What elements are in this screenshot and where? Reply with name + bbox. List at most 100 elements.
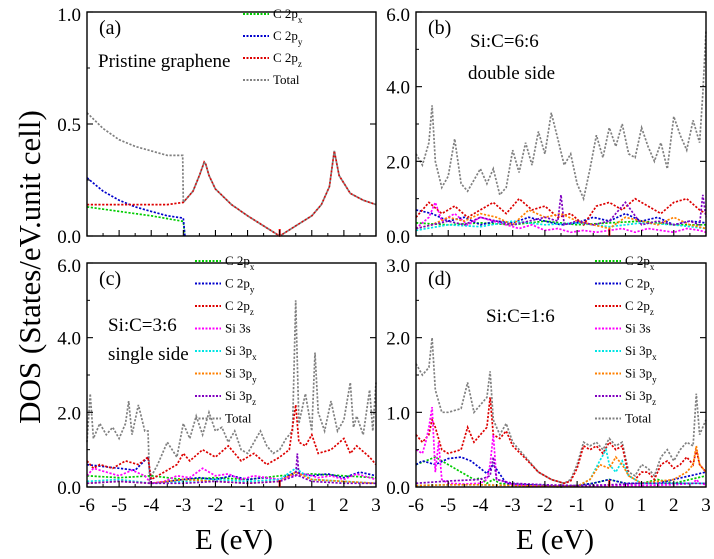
series-si3pz bbox=[415, 194, 707, 230]
y-tick-label: 6.0 bbox=[57, 256, 81, 277]
x-tick-label: -5 bbox=[440, 495, 456, 516]
legend-entry: Total bbox=[273, 72, 300, 87]
y-tick-label: 0.5 bbox=[57, 115, 81, 136]
y-tick-label: 6.0 bbox=[386, 5, 410, 26]
x-tick-label: -1 bbox=[240, 495, 256, 516]
x-tick-label: -6 bbox=[408, 495, 424, 516]
x-axis-label-left: E (eV) bbox=[195, 524, 273, 556]
series-si3s bbox=[415, 406, 707, 488]
series-total bbox=[86, 112, 377, 238]
panel-d: -6 -5 -4 -3 -2 -1 0 1 2 3 0.0 1.0 2.0 3.0 (d) Si:C=1:6 C… bbox=[386, 253, 711, 516]
legend-entry: C 2py bbox=[273, 28, 303, 47]
y-axis-label: DOS (States/eV.unit cell) bbox=[12, 110, 47, 424]
series-c2pz bbox=[87, 150, 377, 238]
legend-entry: C 2pz bbox=[225, 298, 254, 317]
series-c2py bbox=[415, 209, 707, 226]
series-total bbox=[415, 30, 707, 202]
legend-entry: Total bbox=[225, 411, 252, 426]
panel-annotation: Pristine graphene bbox=[98, 51, 230, 72]
plot-frame bbox=[415, 11, 707, 237]
x-axis-label-right: E (eV) bbox=[516, 524, 594, 556]
panel-label: (a) bbox=[99, 17, 121, 39]
x-tick-label: 1 bbox=[637, 495, 647, 516]
x-tick-label: -3 bbox=[505, 495, 521, 516]
series-si3px bbox=[415, 220, 707, 232]
x-tick-label: -2 bbox=[208, 495, 224, 516]
x-tick-label: 3 bbox=[371, 495, 381, 516]
legend-entry: Si 3py bbox=[625, 366, 657, 385]
legend-entry: Si 3px bbox=[225, 343, 257, 362]
legend-entry: Si 3py bbox=[225, 366, 257, 385]
legend-entry: C 2pz bbox=[625, 298, 654, 317]
x-tick-label: -6 bbox=[79, 495, 95, 516]
legend-entry: Si 3pz bbox=[625, 388, 656, 407]
legend: C 2px C 2py C 2pz Si 3s Si 3px Si 3py Si 3pz To… bbox=[595, 253, 657, 426]
legend-entry: C 2pz bbox=[273, 50, 302, 69]
x-tick-label: -3 bbox=[175, 495, 191, 516]
panel-c: -6 -5 -4 -3 -2 -1 0 1 2 3 0.0 2.0 4.0 6.0 (c) Si:C=3:6 s… bbox=[57, 253, 381, 516]
legend-entry: Si 3s bbox=[625, 321, 651, 336]
series-si3py bbox=[415, 208, 707, 230]
y-tick-label: 1.0 bbox=[386, 403, 410, 424]
series-si3s bbox=[415, 200, 707, 234]
legend-entry: C 2px bbox=[625, 253, 655, 272]
panel-annotation: Si:C=3:6 bbox=[108, 315, 177, 336]
series-c2py bbox=[86, 455, 377, 485]
series-c2pz bbox=[415, 197, 707, 227]
panel-annotation: Si:C=6:6 bbox=[470, 31, 539, 52]
x-tick-label: 1 bbox=[307, 495, 317, 516]
panel-annotation: single side bbox=[108, 344, 189, 365]
legend-entry: Si 3s bbox=[225, 321, 251, 336]
legend-entry: Si 3px bbox=[625, 343, 657, 362]
x-tick-label: 0 bbox=[605, 495, 615, 516]
series-total bbox=[86, 300, 377, 483]
y-tick-label: 4.0 bbox=[386, 78, 410, 99]
series-c2px bbox=[86, 206, 186, 237]
legend-entry: C 2py bbox=[625, 276, 655, 295]
y-tick-label: 4.0 bbox=[57, 329, 81, 350]
y-tick-label: 2.0 bbox=[57, 403, 81, 424]
y-tick-label: 3.0 bbox=[386, 256, 410, 277]
series-c2py bbox=[86, 177, 186, 237]
panel-b: 0.0 2.0 4.0 6.0 (b) Si:C=6:6 double side bbox=[386, 5, 707, 248]
series-si3s bbox=[86, 467, 377, 485]
legend-entry: Total bbox=[625, 411, 652, 426]
legend-entry: Si 3pz bbox=[225, 388, 256, 407]
x-tick-label: -4 bbox=[143, 495, 159, 516]
x-tick-label: -4 bbox=[473, 495, 489, 516]
x-tick-label: 0 bbox=[275, 495, 285, 516]
x-tick-label: 3 bbox=[701, 495, 711, 516]
y-tick-label: 0.0 bbox=[386, 227, 410, 248]
legend-entry: C 2py bbox=[225, 276, 255, 295]
panel-label: (d) bbox=[428, 268, 451, 290]
x-tick-label: -2 bbox=[537, 495, 553, 516]
x-tick-label: 2 bbox=[339, 495, 349, 516]
y-tick-label: 2.0 bbox=[386, 329, 410, 350]
series-c2px bbox=[86, 473, 377, 481]
plot-frame bbox=[86, 11, 377, 237]
series-total bbox=[415, 337, 707, 485]
legend: C 2px C 2py C 2pz Total bbox=[243, 6, 303, 87]
panel-label: (c) bbox=[99, 268, 121, 290]
y-tick-label: 0.0 bbox=[57, 227, 81, 248]
y-tick-label: 0.0 bbox=[57, 478, 81, 499]
panel-annotation: double side bbox=[468, 63, 555, 84]
series-c2pz bbox=[415, 397, 707, 485]
x-tick-label: -5 bbox=[111, 495, 127, 516]
series-c2pz bbox=[86, 404, 377, 481]
legend: C 2px C 2py C 2pz Si 3s Si 3px Si 3py Si 3pz To… bbox=[195, 253, 257, 426]
panel-label: (b) bbox=[428, 17, 451, 39]
x-tick-label: -1 bbox=[569, 495, 585, 516]
y-tick-label: 1.0 bbox=[57, 5, 81, 26]
legend-entry: C 2px bbox=[273, 6, 303, 25]
legend-entry: C 2px bbox=[225, 253, 255, 272]
panel-annotation: Si:C=1:6 bbox=[486, 306, 555, 327]
y-tick-label: 0.0 bbox=[386, 478, 410, 499]
x-tick-label: 2 bbox=[669, 495, 679, 516]
plot-frame bbox=[415, 262, 707, 488]
series-c2px bbox=[415, 220, 706, 226]
y-tick-label: 2.0 bbox=[386, 152, 410, 173]
